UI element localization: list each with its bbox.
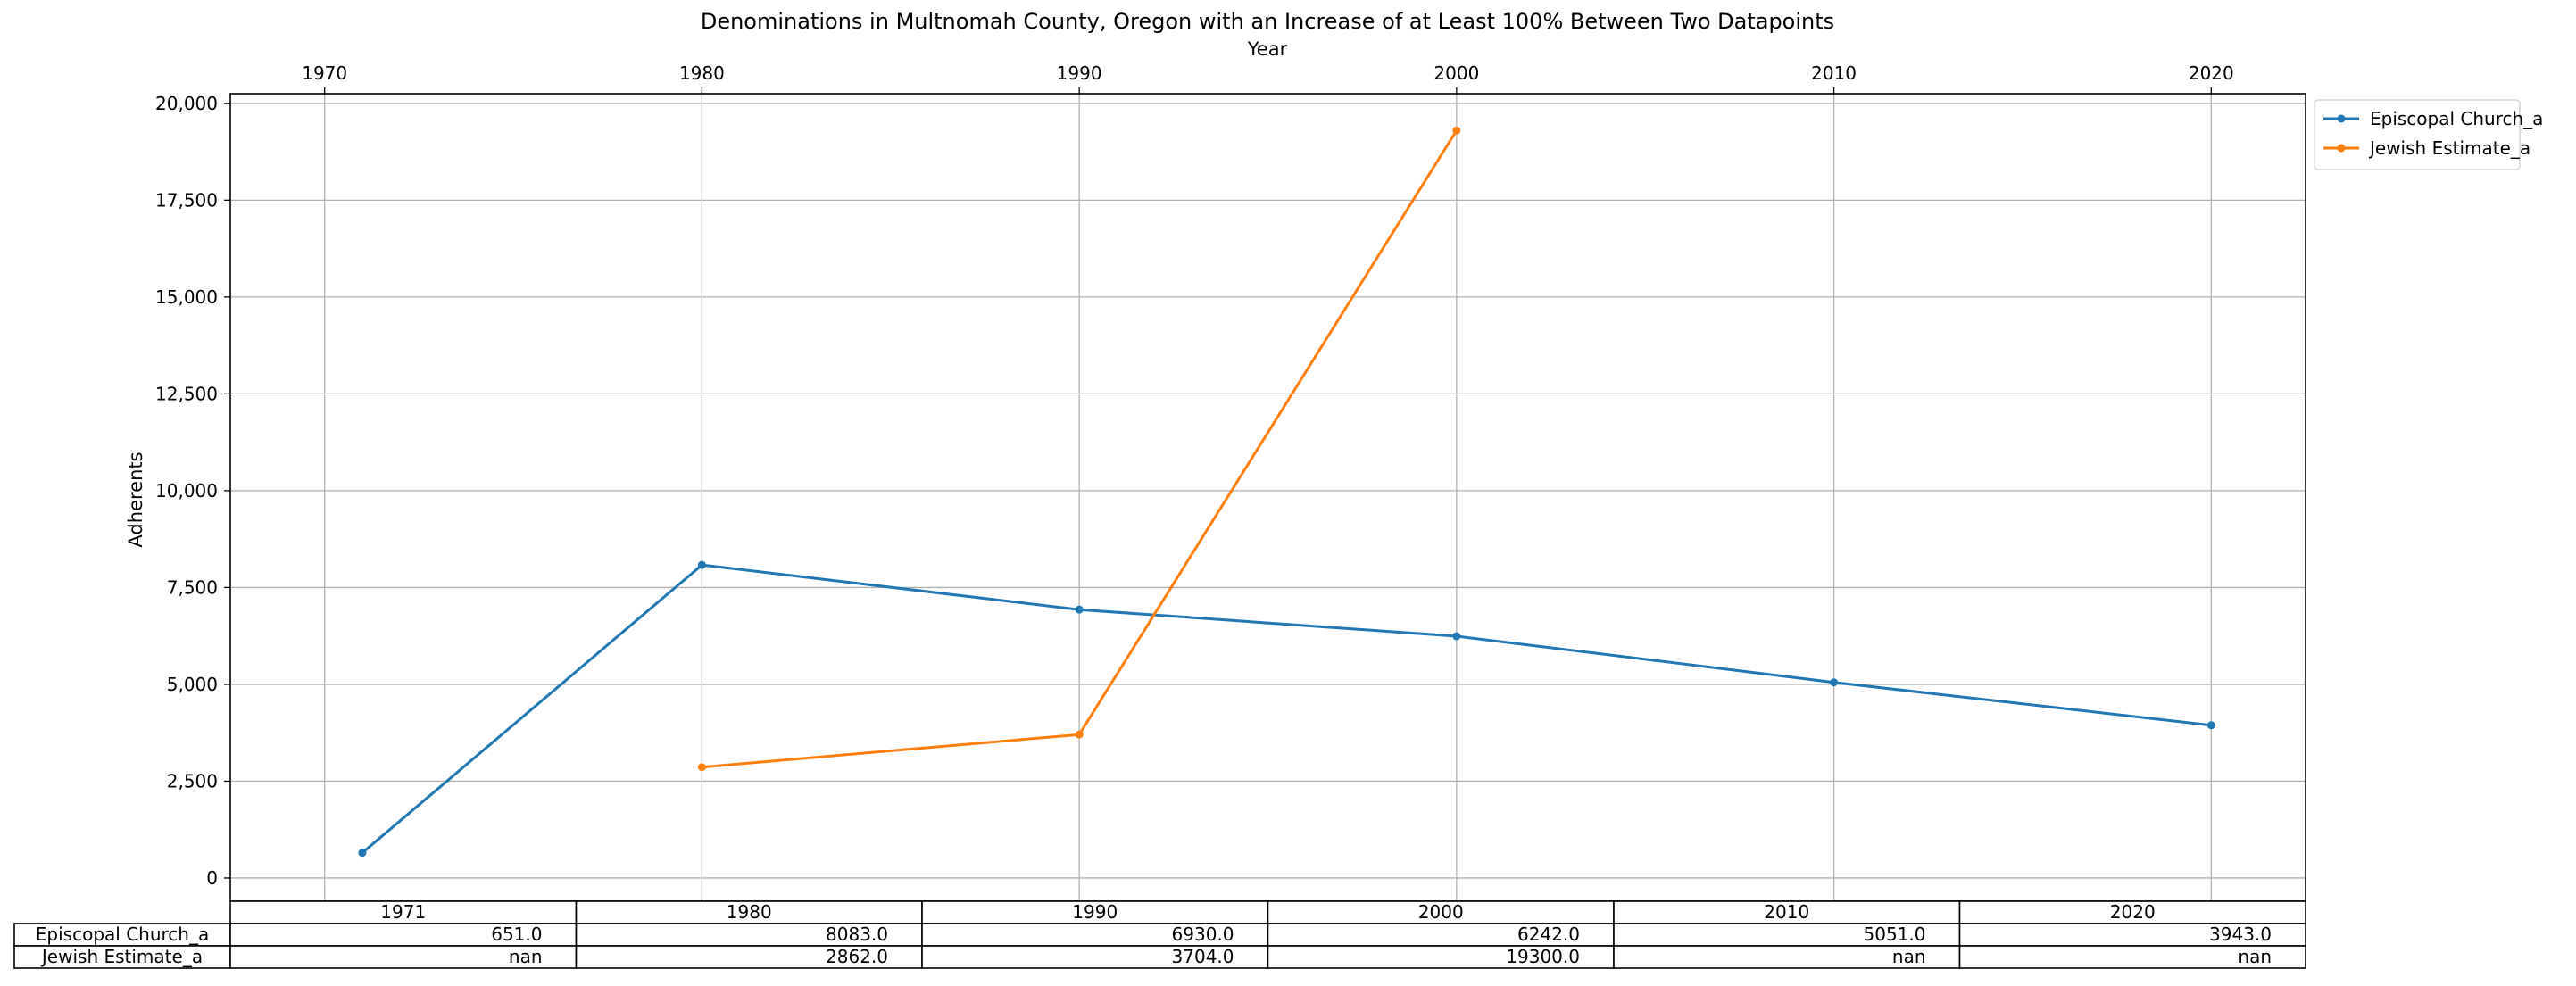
table-value: 8083.0 <box>826 924 888 945</box>
y-tick-label: 2,500 <box>167 770 218 791</box>
x-tick-label: 1990 <box>1057 62 1102 84</box>
table-row-label: Episcopal Church_a <box>36 924 209 945</box>
table-value: 651.0 <box>491 924 542 945</box>
table-row-header-cell <box>13 923 231 947</box>
table-value: 6242.0 <box>1517 924 1580 945</box>
table-column-header: 2000 <box>1418 901 1464 923</box>
table-cell <box>1613 945 1961 969</box>
legend: Episcopal Church_a Jewish Estimate_a <box>2314 99 2543 170</box>
grid-lines <box>230 94 2306 901</box>
data-point <box>1075 730 1084 739</box>
data-point <box>1452 126 1461 135</box>
legend-box <box>2314 99 2521 170</box>
data-table: 1971 1980 1990 2000 2010 2020 Episcopal Church… <box>13 900 2306 969</box>
y-tick-label: 17,500 <box>155 189 218 211</box>
data-point <box>1830 678 1839 687</box>
y-tick-label: 7,500 <box>167 576 218 598</box>
table-value: nan <box>1892 946 1926 967</box>
table-column-header: 1980 <box>727 901 772 923</box>
table-cell <box>1267 945 1615 969</box>
table-column-header: 2020 <box>2110 901 2156 923</box>
data-point <box>697 763 706 772</box>
x-tick-label: 2010 <box>1811 62 1857 84</box>
table-cell <box>229 900 578 924</box>
chart-title: Denominations in Multnomah County, Orego… <box>701 9 1834 34</box>
x-axis-label: Year <box>1247 38 1288 60</box>
table-value: nan <box>2238 946 2272 967</box>
table-value: 6930.0 <box>1172 924 1234 945</box>
legend-marker <box>2337 144 2346 153</box>
table-row-label: Jewish Estimate_a <box>40 946 203 967</box>
legend-label: Episcopal Church_a <box>2370 108 2543 129</box>
table-cell <box>1958 945 2306 969</box>
series-line <box>361 563 2212 854</box>
table-column-header: 1990 <box>1072 901 1118 923</box>
table-value: 2862.0 <box>826 946 888 967</box>
y-tick-label: 20,000 <box>155 93 218 114</box>
legend-label: Jewish Estimate_a <box>2368 137 2530 159</box>
table-row-header-cell <box>13 945 231 969</box>
table-cell <box>575 945 923 969</box>
table-column-header: 2010 <box>1764 901 1809 923</box>
y-tick-label: 5,000 <box>167 674 218 695</box>
x-tick-label: 1970 <box>302 62 347 84</box>
table-column-header: 1971 <box>380 901 426 923</box>
table-value: nan <box>509 946 543 967</box>
table-cell <box>921 923 1269 947</box>
x-tick-label: 2020 <box>2189 62 2234 84</box>
series-layer <box>358 126 2215 858</box>
table-cell <box>229 945 578 969</box>
table-value: 5051.0 <box>1864 924 1926 945</box>
data-point <box>697 560 706 569</box>
data-point <box>358 849 367 858</box>
table-cell <box>1958 900 2306 924</box>
table-cell <box>1267 923 1615 947</box>
data-point <box>2206 721 2215 730</box>
data-point <box>1452 632 1461 641</box>
table-value: 3943.0 <box>2209 924 2272 945</box>
y-axis-label: Adherents <box>125 452 146 547</box>
table-value: 3704.0 <box>1172 946 1234 967</box>
axis-ticks: 1970 1980 1990 2000 2010 2020 0 2,500 5,000 7,500… <box>155 62 2234 889</box>
table-value: 19300.0 <box>1506 946 1580 967</box>
plot-frame <box>229 93 2306 902</box>
legend-marker <box>2337 114 2346 123</box>
y-tick-label: 0 <box>206 867 218 889</box>
x-tick-label: 2000 <box>1433 62 1479 84</box>
x-tick-label: 1980 <box>679 62 725 84</box>
y-tick-label: 12,500 <box>155 383 218 404</box>
y-tick-label: 10,000 <box>155 480 218 501</box>
data-point <box>1075 605 1084 614</box>
y-tick-label: 15,000 <box>155 286 218 308</box>
table-cell <box>1958 923 2306 947</box>
